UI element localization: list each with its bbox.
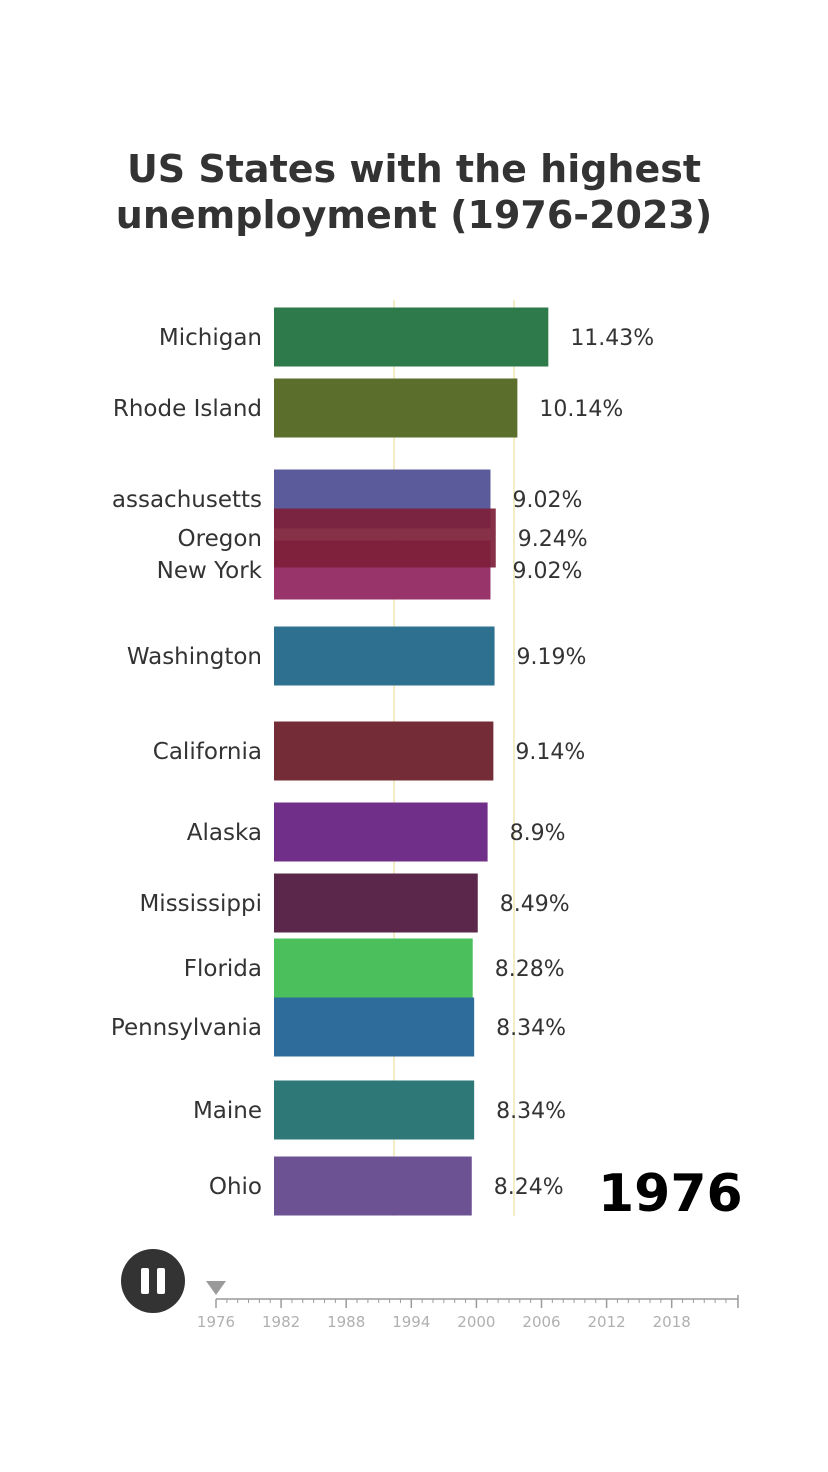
category-label: Ohio [209, 1174, 262, 1200]
timeline-tick-label: 1982 [262, 1313, 300, 1331]
timeline-tick-label: 2000 [457, 1313, 495, 1331]
value-label: 8.34% [496, 1099, 566, 1124]
triangle-down-icon[interactable] [206, 1281, 226, 1295]
bar-alaska [274, 802, 488, 862]
value-label: 8.9% [510, 821, 566, 846]
pause-icon-bar [157, 1268, 165, 1294]
bar-pennsylvania [274, 997, 475, 1057]
chart-title: US States with the highest unemployment … [0, 146, 828, 238]
value-label: 9.19% [517, 645, 587, 670]
current-year-label: 1976 [598, 1164, 743, 1224]
bar-california [274, 721, 494, 781]
timeline-tick-label: 2018 [653, 1313, 691, 1331]
pause-icon [141, 1268, 149, 1294]
category-label: Pennsylvania [111, 1015, 262, 1041]
timeline-tick-label: 2012 [588, 1313, 626, 1331]
category-label: Rhode Island [113, 396, 262, 422]
bar-layer [274, 307, 549, 1216]
value-label: 8.28% [495, 957, 565, 982]
category-label: assachusetts [112, 487, 262, 513]
bar-ohio [274, 1156, 472, 1216]
category-label: Oregon [178, 526, 262, 552]
label-layer: Michigan 11.43% Rhode Island 10.14% assachus… [111, 325, 654, 1200]
value-label: 8.24% [494, 1175, 564, 1200]
timeline-layer: 1976 1982 1988 1994 2000 2006 2012 2018 [197, 1281, 739, 1331]
value-label: 11.43% [570, 326, 654, 351]
chart-title-line-1: US States with the highest [126, 147, 702, 191]
timeline-tick-label: 1988 [327, 1313, 365, 1331]
timeline-tick-label: 1976 [197, 1313, 235, 1331]
bar-rhode-island [274, 378, 518, 438]
bar-oregon [274, 508, 496, 568]
bar-mississippi [274, 873, 478, 933]
category-label: Michigan [159, 325, 262, 351]
category-label: Washington [127, 644, 262, 670]
bar-michigan [274, 307, 549, 367]
category-label: California [153, 739, 262, 765]
category-label: Maine [193, 1098, 262, 1124]
value-label: 9.02% [512, 488, 582, 513]
value-label: 8.34% [496, 1016, 566, 1041]
category-label: New York [157, 558, 263, 584]
value-label: 9.14% [515, 740, 585, 765]
category-label: Alaska [187, 820, 262, 846]
category-label: Florida [184, 956, 262, 982]
bar-maine [274, 1080, 475, 1140]
pause-button[interactable] [121, 1249, 185, 1313]
bar-washington [274, 626, 495, 686]
chart-title-line-2: unemployment (1976-2023) [115, 193, 713, 237]
value-label: 10.14% [539, 397, 623, 422]
bar-florida [274, 938, 473, 998]
category-label: Mississippi [139, 891, 262, 917]
timeline-tick-label: 1994 [392, 1313, 430, 1331]
value-label: 9.02% [512, 559, 582, 584]
timeline-tick-label: 2006 [522, 1313, 560, 1331]
value-label: 8.49% [500, 892, 570, 917]
bar-chart: Michigan 11.43% Rhode Island 10.14% assachus… [111, 300, 654, 1216]
value-label: 9.24% [518, 527, 588, 552]
